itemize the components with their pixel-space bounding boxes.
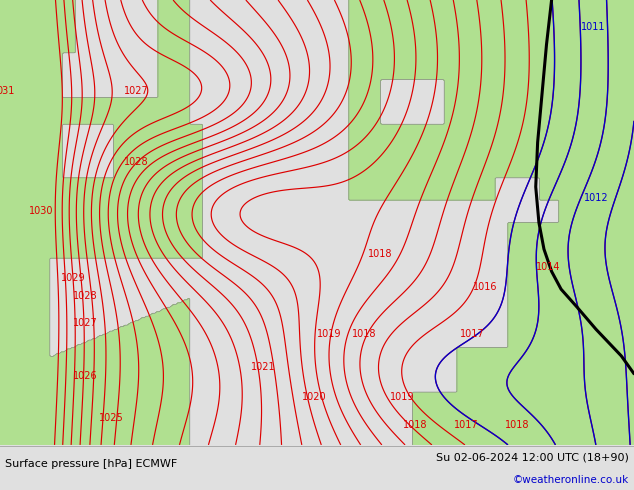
Text: 031: 031: [0, 86, 14, 96]
Text: 1027: 1027: [73, 318, 98, 328]
Text: 1012: 1012: [584, 193, 608, 203]
Text: ©weatheronline.co.uk: ©weatheronline.co.uk: [513, 475, 629, 485]
Text: 1016: 1016: [473, 282, 497, 292]
Text: 1018: 1018: [368, 248, 392, 259]
Text: Su 02-06-2024 12:00 UTC (18+90): Su 02-06-2024 12:00 UTC (18+90): [436, 453, 629, 463]
Text: 1029: 1029: [61, 273, 85, 283]
Text: 1026: 1026: [74, 371, 98, 381]
Text: 1019: 1019: [318, 329, 342, 339]
Text: 1028: 1028: [74, 291, 98, 301]
Text: 1025: 1025: [98, 413, 124, 423]
Text: 1018: 1018: [353, 329, 377, 339]
Text: 1018: 1018: [403, 420, 427, 430]
Text: 1018: 1018: [505, 420, 529, 430]
Text: 1011: 1011: [581, 22, 605, 32]
Text: 1017: 1017: [460, 329, 484, 339]
Text: 1030: 1030: [29, 206, 53, 217]
Text: Surface pressure [hPa] ECMWF: Surface pressure [hPa] ECMWF: [5, 459, 178, 469]
Text: 1014: 1014: [536, 262, 560, 272]
Text: 1019: 1019: [391, 392, 415, 402]
Text: 1017: 1017: [454, 420, 478, 430]
Text: 1027: 1027: [124, 86, 149, 96]
Text: 1028: 1028: [124, 157, 148, 168]
Text: 1021: 1021: [251, 362, 275, 372]
Text: 1020: 1020: [302, 392, 326, 402]
